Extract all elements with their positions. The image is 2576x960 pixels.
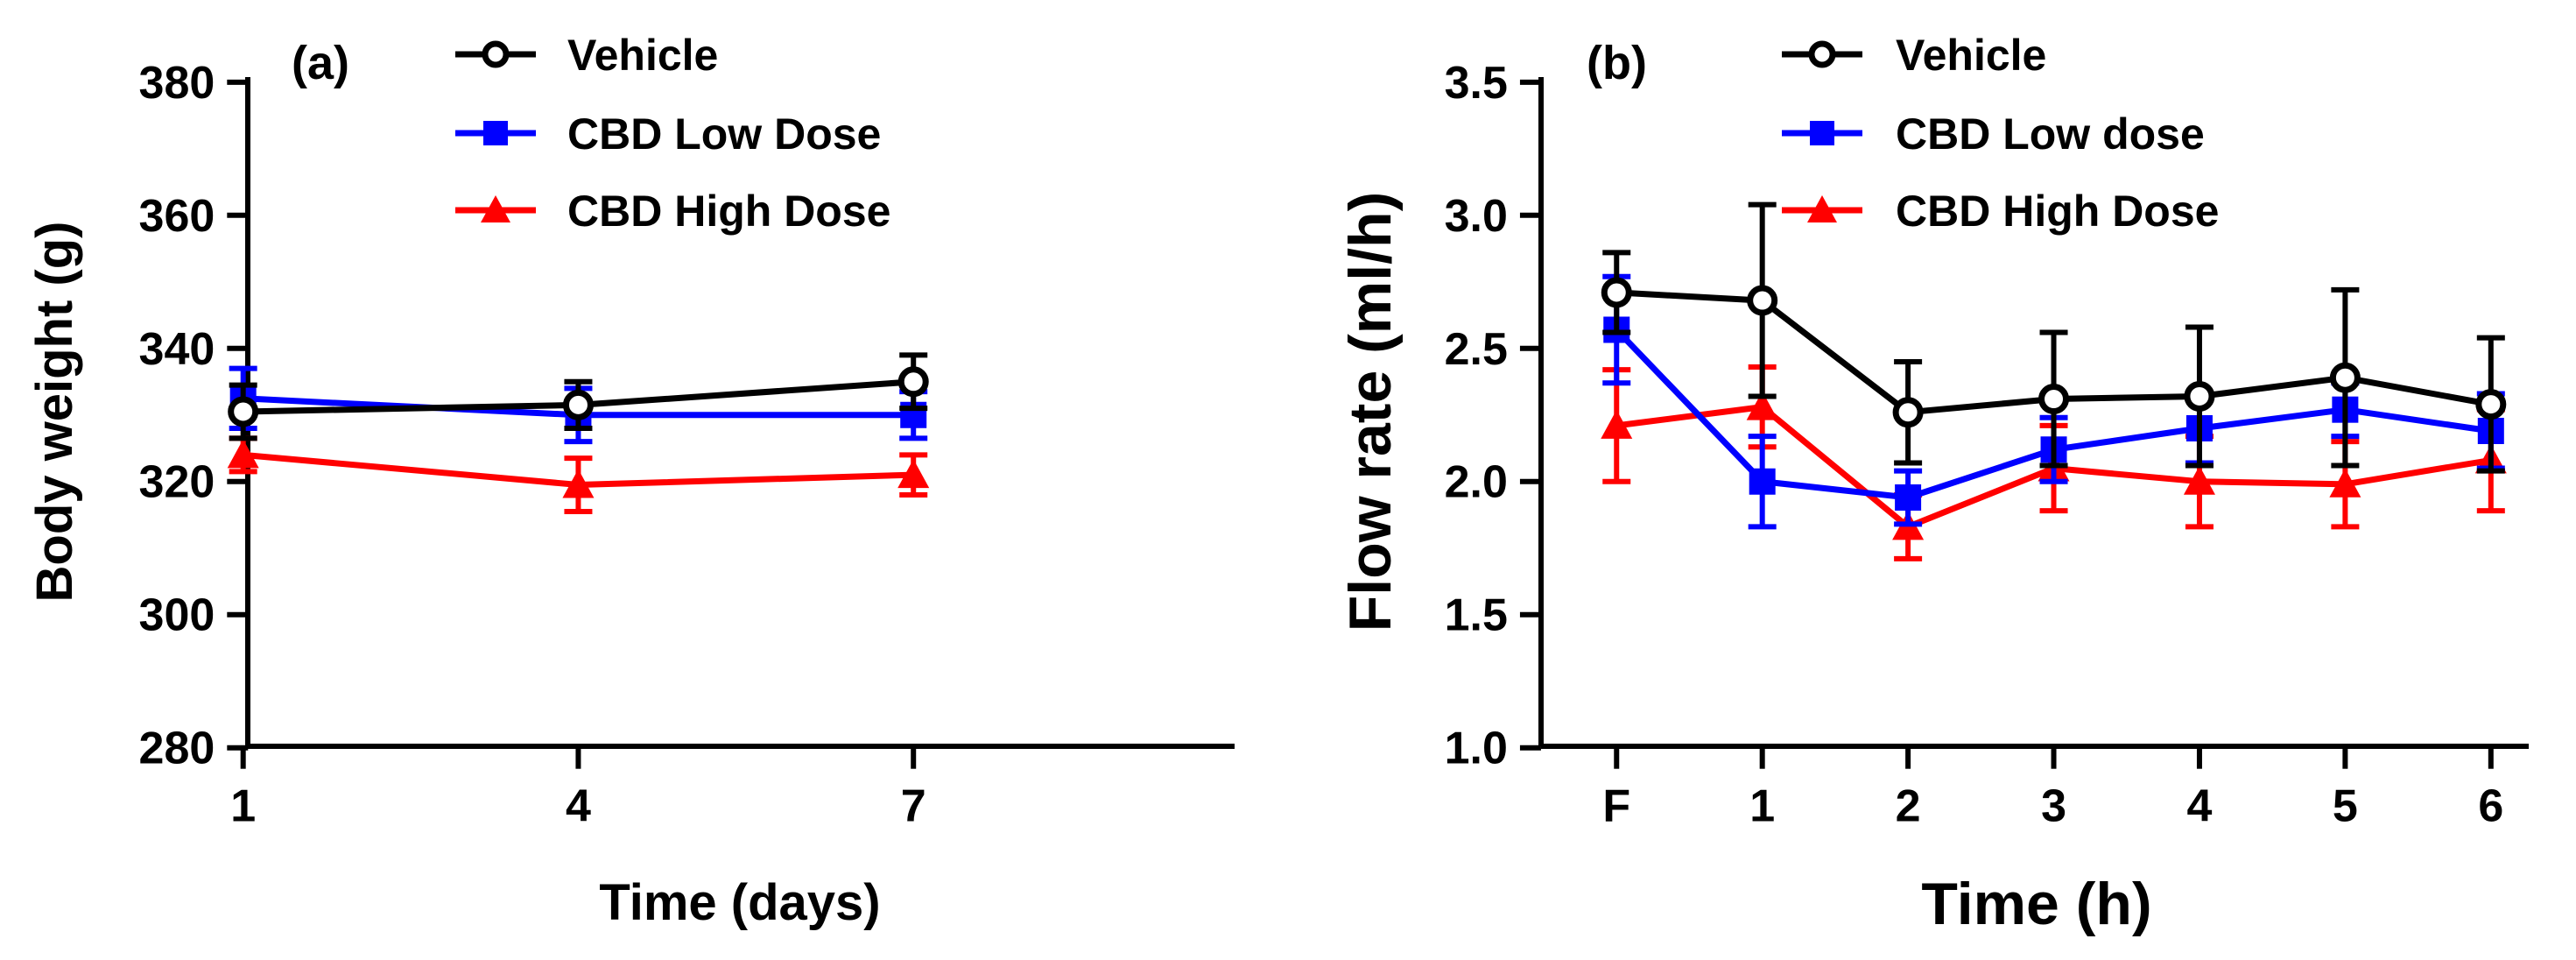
- y-tick-label-1-0: 1.0: [1445, 724, 1508, 774]
- y-tick-label-380: 380: [139, 58, 215, 109]
- data-point-vehicle-4: [562, 389, 594, 420]
- y-tick-label-1-5: 1.5: [1445, 590, 1508, 641]
- y-tick-label-320: 320: [139, 457, 215, 508]
- panel-a-x-axis: 1 4 7: [230, 747, 926, 832]
- y-tick-label-2-5: 2.5: [1445, 324, 1508, 375]
- data-point-cbd-high-dose-1: [1746, 391, 1778, 420]
- legend-label-cbd-high: CBD High Dose: [1896, 187, 2219, 236]
- y-tick-label-280: 280: [139, 724, 215, 774]
- x-tick-label-f: F: [1602, 781, 1630, 832]
- legend-item-cbd-high: CBD High Dose: [1782, 187, 2219, 236]
- panel-a-x-axis-title: Time (days): [599, 874, 880, 931]
- data-point-cbd-high-dose-f: [1601, 409, 1633, 439]
- panel-b-x-axis: F 1 2 3 4 5 6: [1602, 747, 2503, 832]
- data-point-vehicle-4: [2184, 380, 2215, 412]
- x-tick-label-7: 7: [901, 781, 926, 832]
- data-point-cbd-high-dose-4: [562, 469, 595, 498]
- panel-a-legend: Vehicle CBD Low Dose CBD High Dose: [455, 31, 890, 236]
- y-tick-label-300: 300: [139, 590, 215, 641]
- panel-b-flow-rate: (b) Vehicle CBD Low dose CBD High Dose 1…: [1337, 31, 2529, 937]
- y-tick-label-2-0: 2.0: [1445, 457, 1508, 508]
- x-tick-label-2: 2: [1896, 781, 1921, 832]
- legend-marker-cbd-low: [1810, 121, 1834, 145]
- x-tick-label-4: 4: [2186, 781, 2212, 832]
- data-point-cbd-high-dose-5: [2329, 468, 2361, 498]
- legend-label-cbd-low: CBD Low Dose: [567, 109, 881, 159]
- legend-item-vehicle: Vehicle: [455, 31, 718, 80]
- panel-a-body-weight: (a) Vehicle CBD Low Dose CBD High Dose 2…: [26, 31, 1235, 931]
- legend-marker-vehicle: [1808, 40, 1836, 68]
- legend-marker-cbd-high: [481, 195, 510, 222]
- panel-b-legend: Vehicle CBD Low dose CBD High Dose: [1782, 31, 2219, 236]
- data-point-vehicle-1: [1747, 285, 1778, 316]
- panel-b-label: (b): [1587, 37, 1647, 89]
- legend-marker-cbd-high: [1807, 195, 1837, 222]
- legend-marker-vehicle: [482, 40, 510, 68]
- data-point-vehicle-7: [897, 366, 929, 398]
- panel-a-label: (a): [292, 37, 349, 89]
- y-tick-label-3-5: 3.5: [1445, 58, 1508, 109]
- data-point-vehicle-6: [2475, 389, 2507, 420]
- series-vehicle: [228, 352, 929, 441]
- panel-b-y-axis-title: Flow rate (ml/h): [1337, 192, 1404, 632]
- legend-label-cbd-low: CBD Low dose: [1896, 109, 2205, 159]
- panel-b-x-axis-title: Time (h): [1921, 871, 2151, 937]
- legend-marker-cbd-low: [483, 121, 508, 145]
- legend-label-vehicle: Vehicle: [567, 31, 718, 80]
- legend-label-vehicle: Vehicle: [1896, 31, 2046, 80]
- legend-item-cbd-high: CBD High Dose: [455, 187, 890, 236]
- legend-label-cbd-high: CBD High Dose: [567, 187, 890, 236]
- legend-item-cbd-low: CBD Low Dose: [455, 109, 881, 159]
- series-vehicle: [1601, 201, 2507, 474]
- y-tick-label-340: 340: [139, 324, 215, 375]
- data-point-cbd-high-dose-7: [897, 459, 930, 489]
- data-point-cbd-high-dose-4: [2183, 465, 2215, 495]
- data-point-cbd-low-dose-1: [1749, 468, 1776, 495]
- data-point-vehicle-5: [2329, 362, 2361, 393]
- y-tick-label-360: 360: [139, 191, 215, 242]
- legend-item-cbd-low: CBD Low dose: [1782, 109, 2205, 159]
- x-tick-label-1: 1: [230, 781, 256, 832]
- data-point-vehicle-1: [228, 396, 259, 427]
- x-tick-label-4: 4: [566, 781, 591, 832]
- panel-a-y-axis-title: Body weight (g): [26, 222, 83, 603]
- panel-b-series: [1601, 201, 2507, 561]
- data-point-cbd-low-dose-2: [1895, 484, 1922, 511]
- legend-item-vehicle: Vehicle: [1782, 31, 2046, 80]
- panel-a-series: [227, 352, 930, 514]
- x-tick-label-5: 5: [2333, 781, 2358, 832]
- panel-b-y-axis: 1.0 1.5 2.0 2.5 3.0 3.5: [1445, 58, 1541, 774]
- series-cbd-high-dose: [227, 435, 930, 514]
- panel-a-y-axis: 280 300 320 340 360 380: [139, 58, 249, 774]
- x-tick-label-3: 3: [2041, 781, 2066, 832]
- x-tick-label-1: 1: [1749, 781, 1775, 832]
- data-point-vehicle-3: [2038, 384, 2070, 415]
- data-point-vehicle-f: [1601, 277, 1632, 308]
- y-tick-label-3-0: 3.0: [1445, 191, 1508, 242]
- data-point-vehicle-2: [1892, 397, 1924, 428]
- data-point-cbd-high-dose-1: [227, 439, 259, 469]
- x-tick-label-6: 6: [2478, 781, 2503, 832]
